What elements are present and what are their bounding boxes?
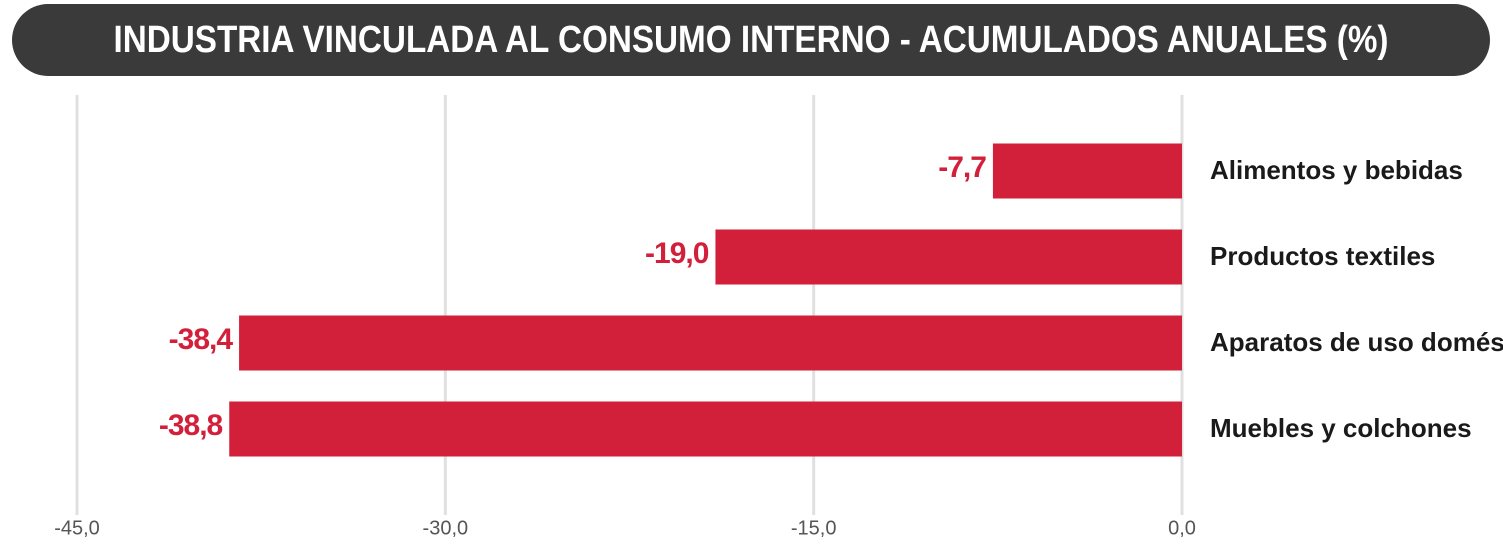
value-label: -7,7 [938, 151, 986, 184]
category-label: Muebles y colchones [1210, 413, 1472, 443]
bar [992, 143, 1182, 199]
category-label: Aparatos de uso doméstico [1210, 327, 1503, 357]
bar [239, 315, 1183, 371]
category-label: Alimentos y bebidas [1210, 155, 1463, 185]
chart-title: INDUSTRIA VINCULADA AL CONSUMO INTERNO -… [114, 19, 1389, 61]
value-label: -38,4 [169, 323, 234, 356]
value-label: -19,0 [645, 237, 709, 270]
bar [715, 229, 1182, 285]
bar [229, 401, 1182, 457]
category-label: Productos textiles [1210, 241, 1435, 271]
value-label: -38,8 [159, 409, 223, 442]
x-tick-label: -15,0 [791, 517, 837, 539]
x-tick-label: -30,0 [423, 517, 469, 539]
x-tick-label: -45,0 [54, 517, 100, 539]
x-tick-label: 0,0 [1168, 517, 1196, 539]
title-banner [12, 4, 1490, 76]
